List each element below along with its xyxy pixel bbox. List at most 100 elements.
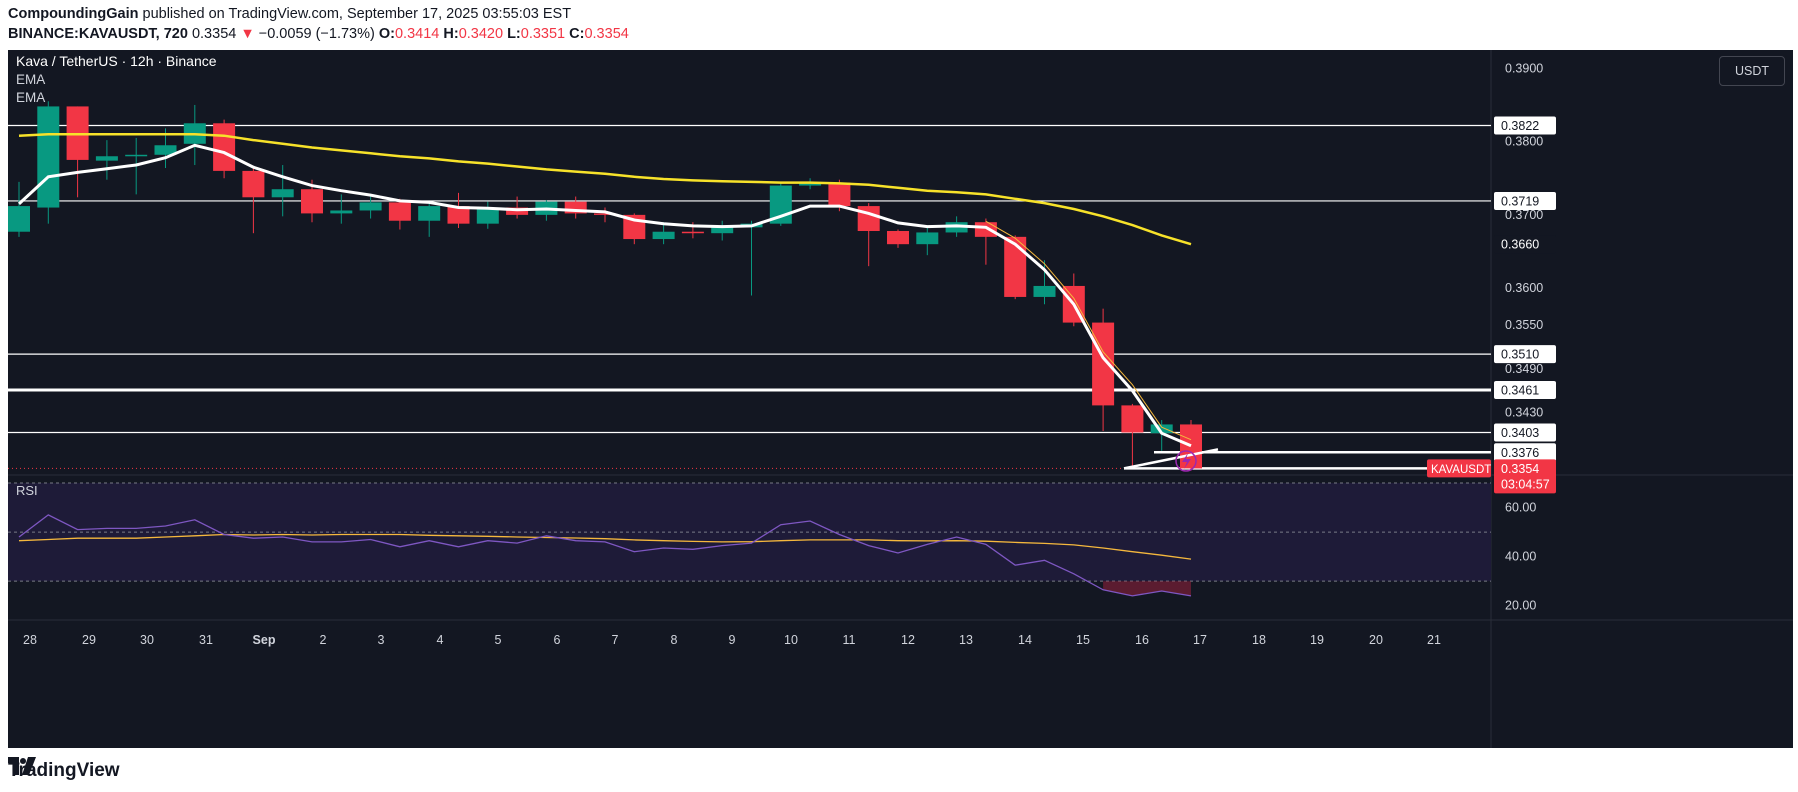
candle-body [1004, 236, 1027, 297]
time-tick-label: 13 [959, 633, 973, 647]
last-price: 0.3354 [191, 26, 237, 42]
lightning-icon [1175, 450, 1197, 472]
candle-body [447, 206, 470, 224]
open-value: 0.3414 [394, 26, 440, 42]
candle-body [828, 182, 851, 207]
close-label: C: [569, 26, 585, 42]
price-label-box [1494, 235, 1556, 254]
time-tick-label: 16 [1135, 633, 1149, 647]
time-tick-label: 10 [784, 633, 798, 647]
countdown-text: 03:04:57 [1501, 477, 1550, 491]
candle-body [37, 106, 60, 208]
price-tick-label: 0.3600 [1505, 281, 1543, 295]
candle-body [506, 207, 529, 215]
price-label-text: 0.3822 [1501, 119, 1539, 133]
candle-body [330, 210, 353, 214]
candle-body [681, 231, 704, 234]
rsi-line [18, 514, 1192, 597]
time-tick-label: 4 [437, 633, 444, 647]
price-label-text: 0.3510 [1501, 348, 1539, 362]
time-tick-label: 15 [1076, 633, 1090, 647]
time-tick-label: 3 [378, 633, 385, 647]
candle-body [359, 202, 382, 211]
high-value: 0.3420 [458, 26, 504, 42]
candle-body [711, 227, 734, 234]
candle-body [418, 206, 441, 221]
ema-trail-line [985, 220, 1192, 441]
rsi-legend: RSI [16, 483, 38, 498]
time-tick-label: 14 [1018, 633, 1032, 647]
currency-button[interactable]: USDT [1719, 56, 1785, 86]
price-label-box [1494, 381, 1556, 399]
ema-fast-line [17, 143, 1192, 448]
author-name[interactable]: CompoundingGain [8, 6, 139, 22]
price-tick-label: 0.3430 [1505, 406, 1543, 420]
candle-body [125, 154, 148, 157]
close-value: 0.3354 [584, 26, 629, 42]
ema-legend-1: EMA [16, 72, 45, 87]
ohlc-line: BINANCE:KAVAUSDT, 720 0.3354 ▼ −0.0059 (… [8, 26, 629, 42]
tradingview-logo-icon [8, 757, 36, 775]
time-tick-label: 20 [1369, 633, 1383, 647]
time-tick-label: 19 [1310, 633, 1324, 647]
last-price-text: 0.3354 [1501, 462, 1539, 476]
time-tick-label: 30 [140, 633, 154, 647]
time-tick-label: Sep [253, 633, 276, 647]
price-label-box [1494, 345, 1556, 364]
candle-body [95, 156, 118, 161]
symbol-tag-box [1427, 459, 1491, 478]
symbol-label: BINANCE:KAVAUSDT, 720 [8, 26, 188, 42]
price-label-text: 0.3376 [1501, 446, 1539, 460]
time-tick-label: 11 [843, 633, 856, 647]
price-tick-label: 0.3550 [1505, 318, 1543, 332]
candle-body [652, 231, 675, 240]
rsi-tick-label: 20.00 [1505, 599, 1536, 613]
candle-body [301, 189, 323, 214]
low-label: L: [507, 26, 521, 42]
candle-body [1121, 405, 1144, 433]
price-change: −0.0059 (−1.73%) [258, 26, 375, 42]
candle-body [476, 207, 499, 224]
candle-body [388, 202, 411, 221]
last-price-box [1494, 459, 1556, 494]
candle-body [242, 170, 265, 198]
rsi-tick-label: 40.00 [1505, 550, 1536, 564]
rsi-ma-line [18, 533, 1192, 560]
price-tick-label: 0.3900 [1505, 61, 1543, 75]
candle-body [271, 189, 294, 198]
time-tick-label: 29 [82, 633, 96, 647]
time-tick-label: 8 [671, 633, 678, 647]
ema-legend-2: EMA [16, 90, 45, 105]
price-tick-label: 0.3800 [1505, 135, 1543, 149]
time-tick-label: 6 [554, 633, 561, 647]
time-tick-label: 7 [612, 633, 619, 647]
time-tick-label: 2 [320, 633, 327, 647]
down-arrow-icon: ▼ [240, 26, 255, 42]
chart-area[interactable]: 0.3900 0.3800 0.3700 0.3600 0.3550 0.3490 0.34… [8, 50, 1793, 748]
time-tick-label: 12 [901, 633, 915, 647]
price-label-text: 0.3719 [1501, 194, 1539, 208]
candle-body [594, 213, 616, 215]
rsi-oversold-fill [1103, 581, 1191, 596]
high-label: H: [443, 26, 459, 42]
candle-body [1033, 285, 1056, 297]
candle-body [213, 123, 236, 171]
chart-canvas[interactable]: 0.3900 0.3800 0.3700 0.3600 0.3550 0.3490 0.34… [8, 50, 1793, 748]
candle-body [857, 206, 880, 231]
rsi-tick-label: 60.00 [1505, 501, 1536, 515]
price-label-text: 0.3461 [1501, 384, 1539, 398]
time-tick-label: 28 [23, 633, 37, 647]
trend-line [1123, 448, 1219, 470]
open-label: O: [378, 26, 395, 42]
price-label-box [1494, 423, 1556, 442]
tradingview-brand[interactable]: TradingView [8, 760, 120, 781]
candle-body [154, 145, 177, 155]
time-tick-label: 18 [1252, 633, 1266, 647]
price-label-box [1494, 443, 1556, 462]
price-label-text: 0.3403 [1501, 426, 1539, 440]
time-tick-label: 21 [1427, 633, 1441, 647]
candle-body [1092, 322, 1115, 406]
candle-body [974, 222, 997, 237]
candle-body [916, 232, 939, 245]
candle-body [887, 230, 909, 245]
